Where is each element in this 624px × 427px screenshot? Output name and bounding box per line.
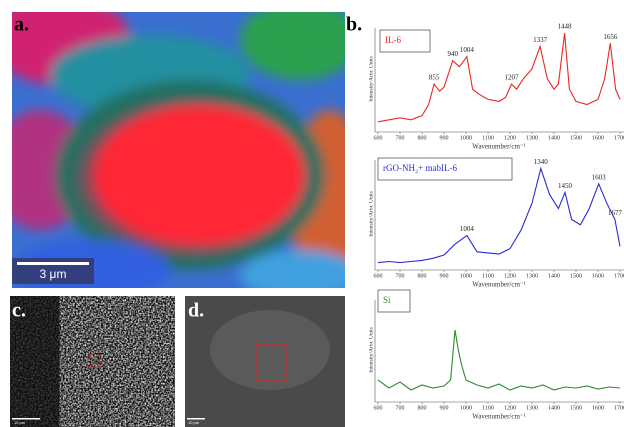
peak-label: 1004 <box>460 46 475 54</box>
spectrum-line <box>377 33 621 123</box>
peak-label: 1677 <box>608 209 623 217</box>
legend-label: rGO-NH₂+ mabIL-6 <box>383 163 457 173</box>
y-axis-label: Intensity/Arbr. Units <box>368 191 374 237</box>
legend-box <box>377 289 411 313</box>
x-tick-label: 1700 <box>614 135 624 141</box>
x-tick-label: 700 <box>396 135 405 141</box>
peak-label: 1340 <box>534 158 549 166</box>
x-tick-label: 800 <box>418 273 427 279</box>
x-tick-label: 1000 <box>460 135 472 141</box>
x-tick-label: 1100 <box>482 405 494 411</box>
x-tick-label: 800 <box>418 135 427 141</box>
y-axis-label: Intensity/Arbr. Units <box>368 56 374 102</box>
x-tick-label: 1500 <box>570 405 582 411</box>
panel-label: b. <box>346 14 362 36</box>
peak-label: 940 <box>448 50 459 58</box>
x-tick-label: 1200 <box>504 273 516 279</box>
x-tick-label: 1000 <box>460 405 472 411</box>
peak-label: 1656 <box>603 33 618 41</box>
x-tick-label: 700 <box>396 405 405 411</box>
peak-label: 1603 <box>592 173 607 181</box>
spectrum-line <box>377 329 621 391</box>
x-tick-label: 1400 <box>548 273 560 279</box>
x-tick-label: 1200 <box>504 405 516 411</box>
x-tick-label: 1700 <box>614 405 624 411</box>
x-tick-label: 900 <box>440 135 449 141</box>
x-tick-label: 1500 <box>570 135 582 141</box>
x-tick-label: 1400 <box>548 135 560 141</box>
peak-label: 855 <box>429 74 440 82</box>
peak-label: 1207 <box>505 74 520 82</box>
peak-label: 1004 <box>460 225 475 233</box>
spectrum-line <box>377 166 621 264</box>
peak-label: 1337 <box>533 36 548 44</box>
micrograph-c <box>10 296 175 427</box>
x-tick-label: 900 <box>440 273 449 279</box>
scale-bar-label: 10 μm <box>188 420 200 425</box>
x-tick-label: 1600 <box>592 273 604 279</box>
x-axis-label: Wavenumber/cm⁻¹ <box>472 281 525 289</box>
peak-label: 1450 <box>558 182 573 190</box>
x-tick-label: 1300 <box>526 273 538 279</box>
y-axis-label: Intensity/Arbr. Units <box>368 327 374 373</box>
x-tick-label: 1300 <box>526 135 538 141</box>
raman-map <box>12 12 345 288</box>
x-tick-label: 800 <box>418 405 427 411</box>
legend-label: IL-6 <box>385 35 401 45</box>
scale-bar-label: 3 μm <box>40 267 67 281</box>
x-tick-label: 600 <box>374 405 383 411</box>
peak-label: 1448 <box>558 23 573 31</box>
x-tick-label: 1000 <box>460 273 472 279</box>
x-tick-label: 1300 <box>526 405 538 411</box>
x-tick-label: 1100 <box>482 135 494 141</box>
panel-label: a. <box>14 14 29 36</box>
x-tick-label: 1600 <box>592 405 604 411</box>
scale-bar-label: 10 μm <box>14 420 26 425</box>
x-axis-label: Wavenumber/cm⁻¹ <box>472 143 525 151</box>
legend-box <box>377 157 513 181</box>
legend-label: Si <box>383 295 391 305</box>
x-tick-label: 1700 <box>614 273 624 279</box>
panel-label: c. <box>12 300 26 322</box>
panel-label: d. <box>188 300 204 322</box>
x-tick-label: 1100 <box>482 273 494 279</box>
micrograph-d <box>185 296 345 427</box>
x-tick-label: 700 <box>396 273 405 279</box>
x-tick-label: 1500 <box>570 273 582 279</box>
x-tick-label: 1400 <box>548 405 560 411</box>
x-tick-label: 900 <box>440 405 449 411</box>
legend-box <box>379 29 431 53</box>
x-axis-label: Wavenumber/cm⁻¹ <box>472 413 525 421</box>
x-tick-label: 1200 <box>504 135 516 141</box>
x-tick-label: 600 <box>374 135 383 141</box>
x-tick-label: 1600 <box>592 135 604 141</box>
x-tick-label: 600 <box>374 273 383 279</box>
